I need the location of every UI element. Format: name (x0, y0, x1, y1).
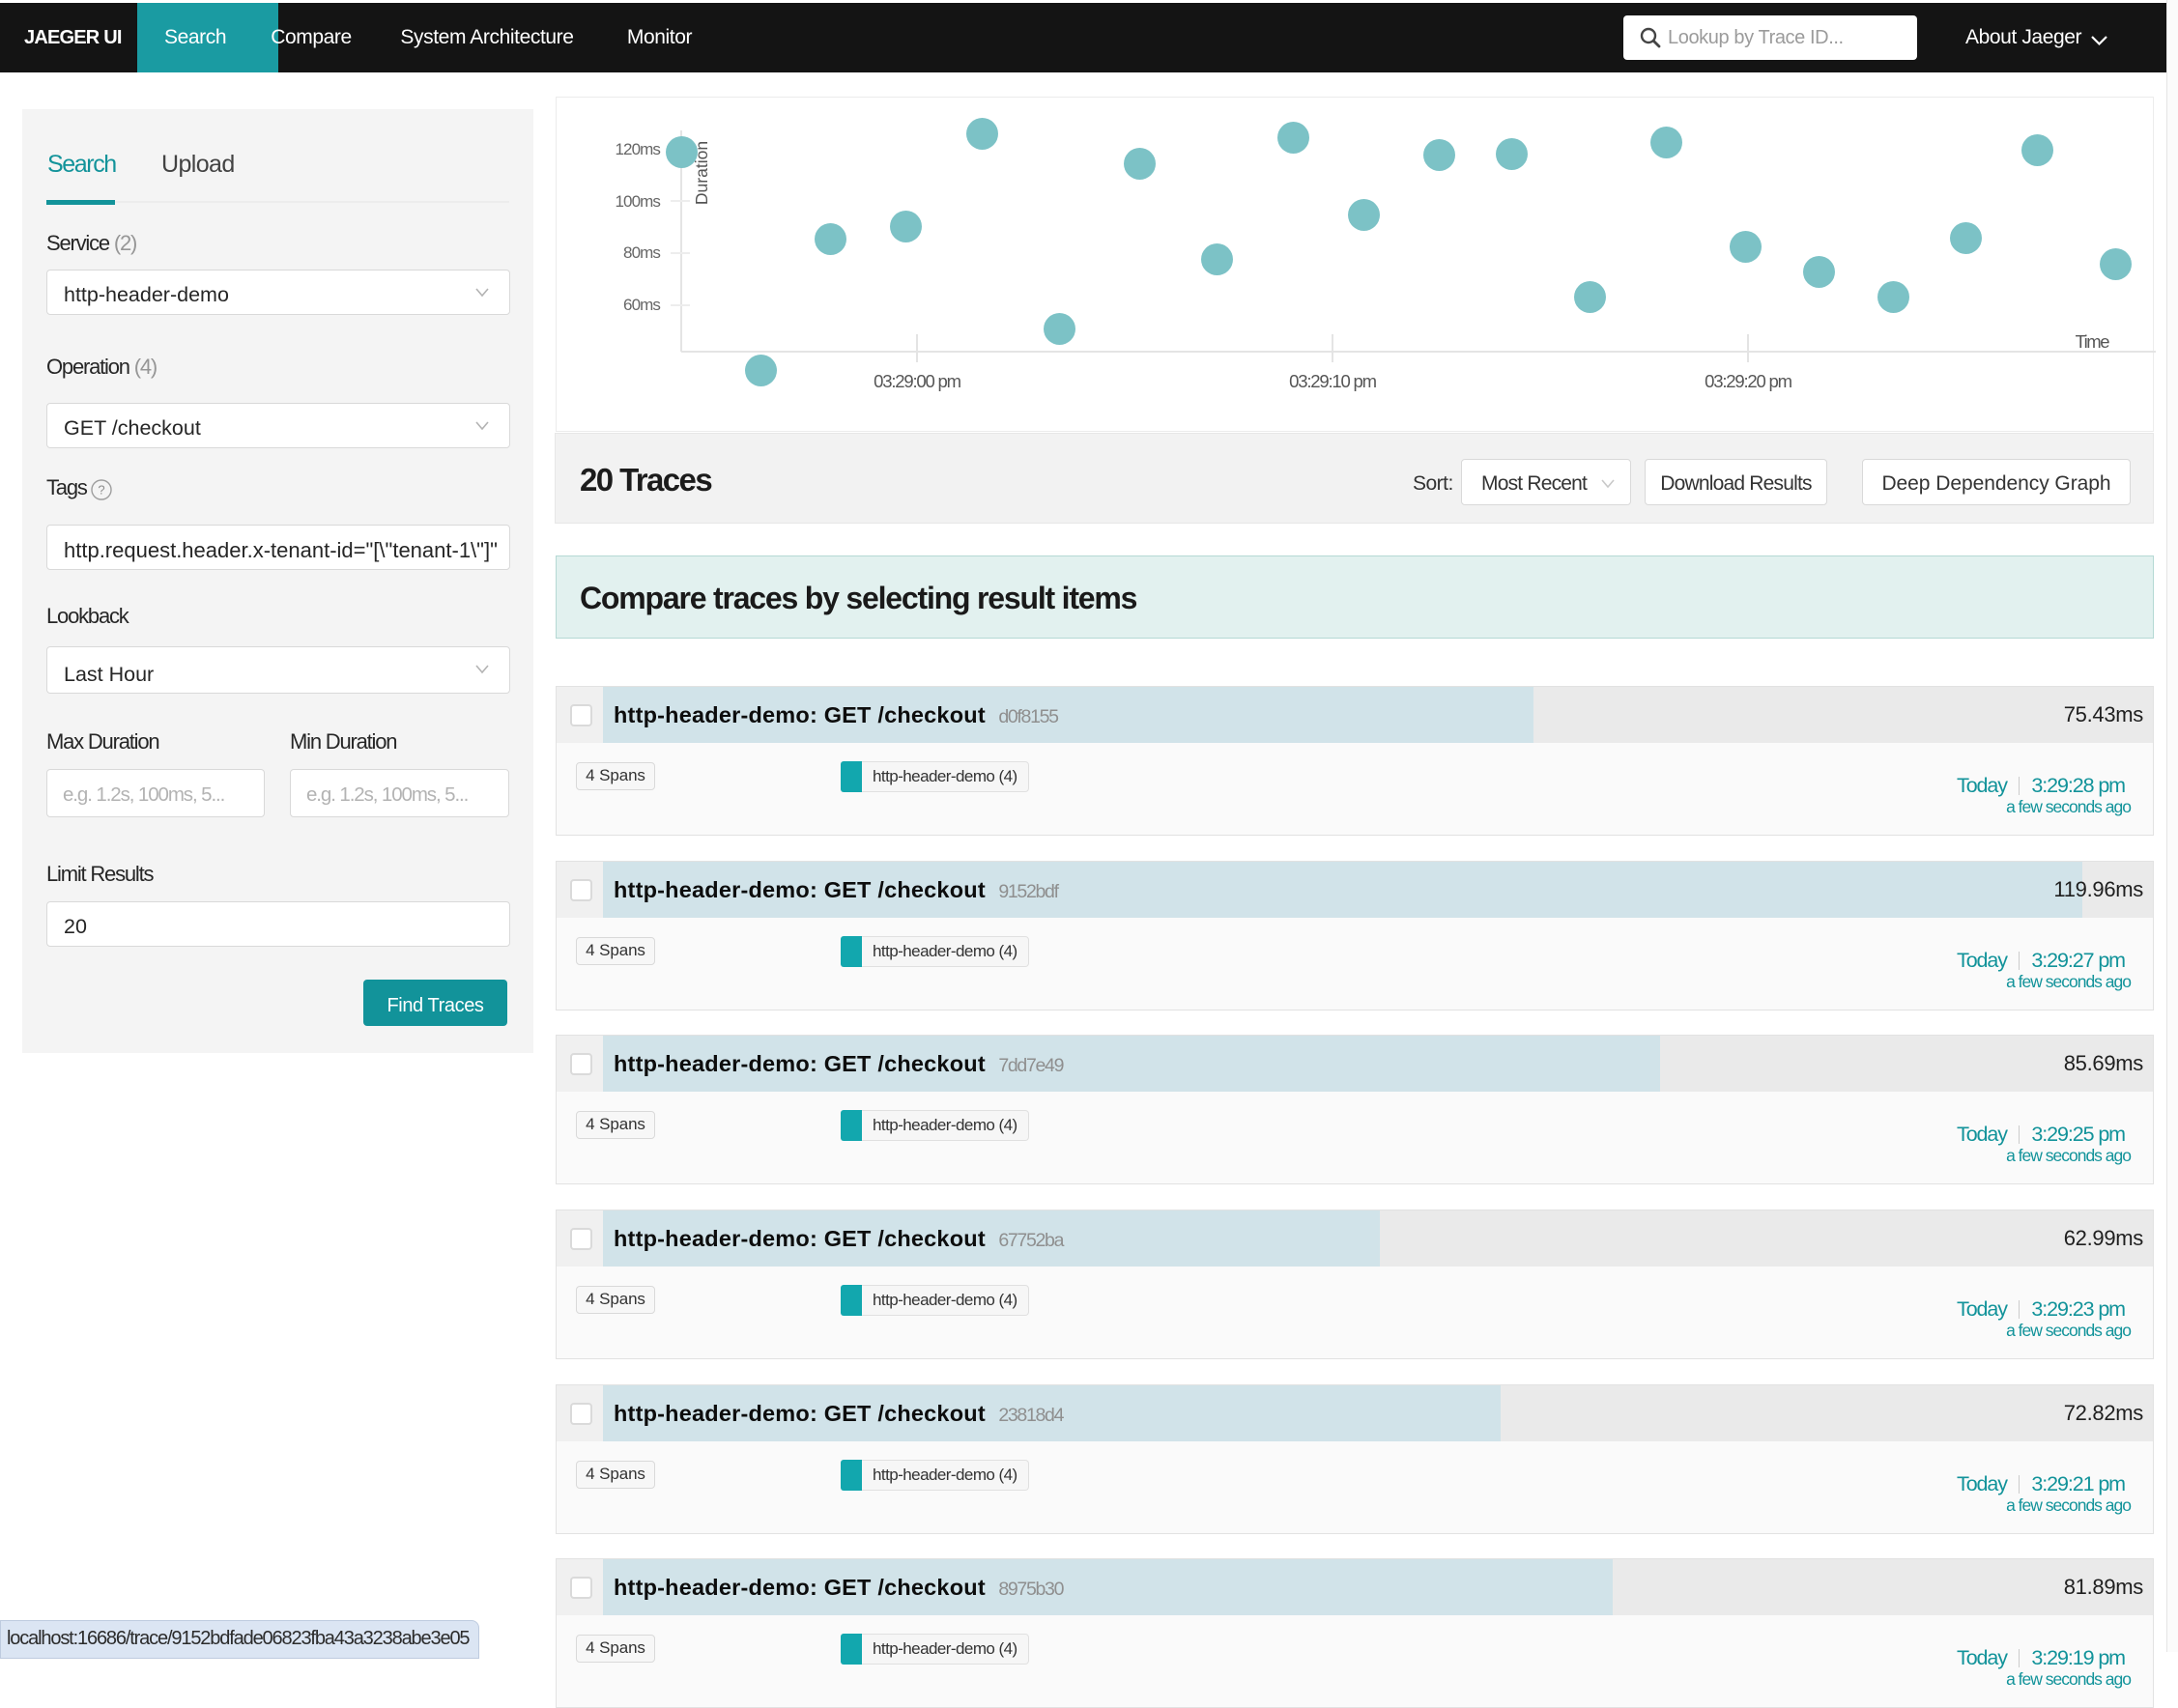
svg-text:?: ? (98, 483, 104, 498)
